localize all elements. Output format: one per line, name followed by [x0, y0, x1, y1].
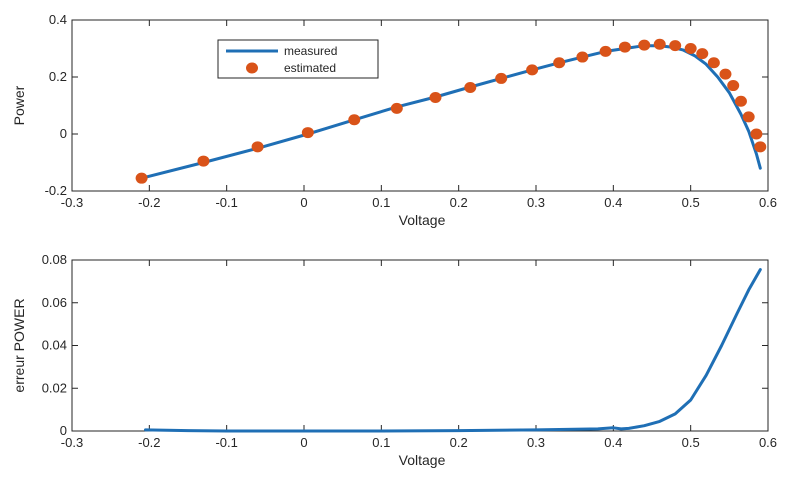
power-legend: measured estimated — [217, 39, 379, 79]
power-x-tick-label: -0.1 — [215, 195, 237, 210]
error-x-tick-label: 0.4 — [604, 435, 622, 450]
error-y-axis-label: erreur POWER — [11, 298, 27, 392]
error-x-tick-label: 0.5 — [682, 435, 700, 450]
power-data-point-estimated — [464, 82, 477, 94]
power-data-point-estimated — [653, 38, 666, 50]
power-axes-box — [71, 19, 769, 192]
power-legend-box — [217, 39, 379, 79]
power-x-tick-label: 0.3 — [527, 195, 545, 210]
power-x-tick-label: 0 — [300, 195, 307, 210]
power-data-point-estimated — [669, 40, 682, 52]
power-data-point-estimated — [251, 141, 264, 153]
power-data-point-estimated — [734, 95, 747, 107]
power-data-point-estimated — [495, 72, 508, 84]
error-series-line — [144, 268, 762, 433]
power-data-point-estimated — [526, 64, 539, 76]
power-plot: -0.3 -0.2 -0.1 0 0.1 0.2 0.3 0.4 0.5 0.6-0.200.20… — [11, 12, 777, 228]
error-x-tick-label: 0.2 — [450, 435, 468, 450]
power-y-tick-label: 0.4 — [49, 12, 67, 27]
power-legend-label-measured: measured — [284, 44, 337, 58]
power-x-tick-label: 0.2 — [450, 195, 468, 210]
power-data-point-estimated — [696, 48, 709, 60]
power-x-axis-label: Voltage — [399, 212, 446, 228]
power-data-point-estimated — [727, 80, 740, 92]
power-data-point-estimated — [429, 92, 442, 104]
power-legend-label-estimated: estimated — [284, 61, 336, 75]
power-x-tick-label: 0.1 — [372, 195, 390, 210]
power-data-point-estimated — [135, 172, 148, 184]
error-x-tick-label: -0.3 — [61, 435, 83, 450]
error-x-tick-label: 0.3 — [527, 435, 545, 450]
error-axes-box — [71, 259, 769, 432]
error-plot: -0.3 -0.2 -0.1 0 0.1 0.2 0.3 0.4 0.5 0.6 0 0.02 0.04… — [11, 252, 777, 468]
error-x-tick-label: -0.1 — [215, 435, 237, 450]
error-y-tick-label: 0 — [60, 423, 67, 438]
power-data-point-estimated — [750, 128, 763, 140]
power-data-point-estimated — [576, 51, 589, 63]
power-data-point-estimated — [754, 141, 767, 153]
power-data-point-estimated — [599, 45, 612, 57]
error-y-tick-label: 0.06 — [42, 295, 67, 310]
power-data-point-estimated — [197, 155, 210, 167]
power-x-tick-label: 0.4 — [604, 195, 622, 210]
power-y-tick-label: 0 — [60, 126, 67, 141]
error-x-tick-label: -0.2 — [138, 435, 160, 450]
power-y-tick-label: 0.2 — [49, 69, 67, 84]
power-series-line-measured — [140, 44, 762, 180]
power-legend-swatch-estimated — [246, 62, 258, 74]
power-x-tick-label: -0.2 — [138, 195, 160, 210]
power-data-point-estimated — [707, 57, 720, 69]
error-y-tick-label: 0.08 — [42, 252, 67, 267]
error-x-axis-label: Voltage — [399, 452, 446, 468]
power-data-point-estimated — [742, 111, 755, 123]
power-y-tick-label: -0.2 — [45, 183, 67, 198]
power-data-point-estimated — [348, 114, 361, 126]
error-x-tick-label: 0 — [300, 435, 307, 450]
error-x-tick-label: 0.6 — [759, 435, 777, 450]
power-x-tick-label: 0.6 — [759, 195, 777, 210]
power-data-point-estimated — [638, 39, 651, 51]
error-y-tick-label: 0.02 — [42, 380, 67, 395]
error-y-tick-label: 0.04 — [42, 338, 67, 353]
power-data-point-estimated — [618, 41, 631, 53]
power-data-point-estimated — [301, 127, 314, 139]
error-x-tick-label: 0.1 — [372, 435, 390, 450]
power-x-tick-label: -0.3 — [61, 195, 83, 210]
power-data-point-estimated — [390, 102, 403, 114]
power-y-axis-label: Power — [11, 85, 27, 125]
power-x-tick-label: 0.5 — [682, 195, 700, 210]
power-data-point-estimated — [719, 68, 732, 80]
power-data-point-estimated — [684, 43, 697, 54]
power-data-point-estimated — [553, 57, 566, 69]
